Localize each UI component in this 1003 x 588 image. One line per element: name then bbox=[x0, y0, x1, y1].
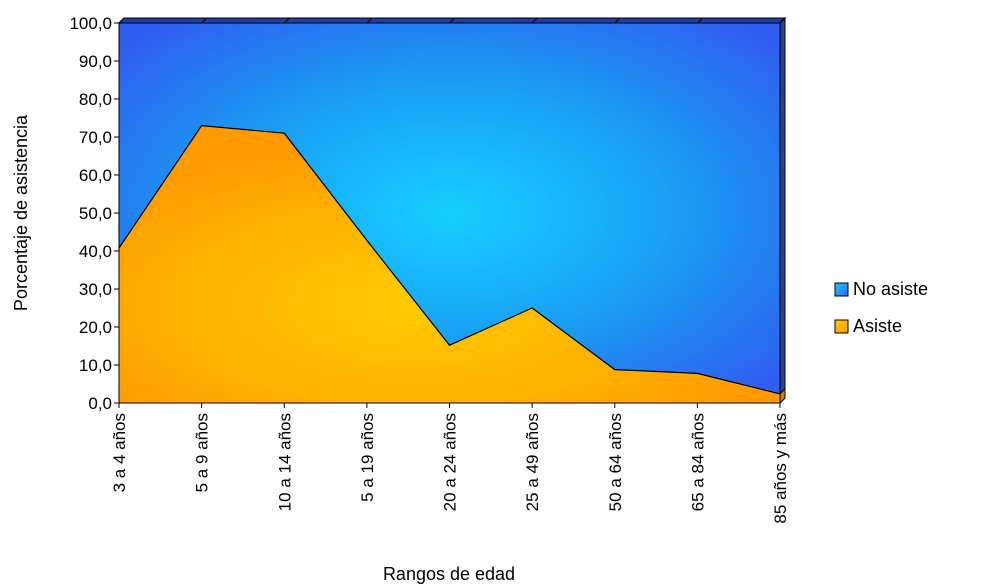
series-layer bbox=[118, 124, 781, 403]
rim-mark bbox=[283, 17, 290, 24]
y-tick-label: 10,0 bbox=[79, 356, 112, 375]
x-tick-label: 65 a 84 años bbox=[688, 413, 707, 511]
y-tick-label: 30,0 bbox=[79, 280, 112, 299]
x-tick-label: 5 a 9 años bbox=[193, 413, 212, 492]
y-tick-label: 40,0 bbox=[79, 242, 112, 261]
y-tick-label: 70,0 bbox=[79, 128, 112, 147]
area-asiste bbox=[119, 125, 780, 403]
x-tick-label: 25 a 49 años bbox=[523, 413, 542, 511]
x-axis-ticks: 3 a 4 años 5 a 9 años 10 a 14 años 5 a 19 a… bbox=[110, 403, 790, 524]
y-tick-label: 20,0 bbox=[79, 318, 112, 337]
series-boundary-line bbox=[118, 124, 781, 395]
y-axis-ticks: 0,0 10,0 20,0 30,0 40,0 50,0 60,0 70,0 80,0 90,0 1… bbox=[69, 14, 119, 413]
legend-label-no-asiste: No asiste bbox=[853, 279, 928, 299]
plot-3d-right-wall bbox=[779, 16, 786, 405]
x-tick-label: 20 a 24 años bbox=[441, 413, 460, 511]
x-axis-title: Rangos de edad bbox=[383, 564, 515, 584]
rim-mark bbox=[366, 17, 373, 24]
legend-swatch-asiste bbox=[834, 319, 849, 334]
legend: No asiste Asiste bbox=[834, 279, 928, 336]
x-tick-label: 5 a 19 años bbox=[358, 413, 377, 502]
x-tick-label: 3 a 4 años bbox=[110, 413, 129, 492]
y-tick-label: 50,0 bbox=[79, 204, 112, 223]
y-tick-label: 60,0 bbox=[79, 166, 112, 185]
y-axis-title: Porcentaje de asistencia bbox=[11, 114, 31, 311]
x-tick-label: 85 años y más bbox=[771, 413, 790, 524]
y-tick-label: 100,0 bbox=[69, 14, 112, 33]
rim-mark bbox=[697, 17, 703, 24]
x-tick-label: 10 a 14 años bbox=[275, 413, 294, 511]
y-tick-label: 0,0 bbox=[88, 394, 112, 413]
rim-mark bbox=[449, 17, 455, 24]
x-tick-label: 50 a 64 años bbox=[606, 413, 625, 511]
rim-mark bbox=[118, 17, 125, 24]
y-tick-label: 90,0 bbox=[79, 52, 112, 71]
legend-label-asiste: Asiste bbox=[853, 316, 902, 336]
rim-mark bbox=[531, 17, 538, 24]
legend-swatch-no-asiste bbox=[834, 282, 849, 297]
rim-mark bbox=[201, 17, 207, 24]
rim-mark bbox=[614, 17, 621, 24]
y-tick-label: 80,0 bbox=[79, 90, 112, 109]
